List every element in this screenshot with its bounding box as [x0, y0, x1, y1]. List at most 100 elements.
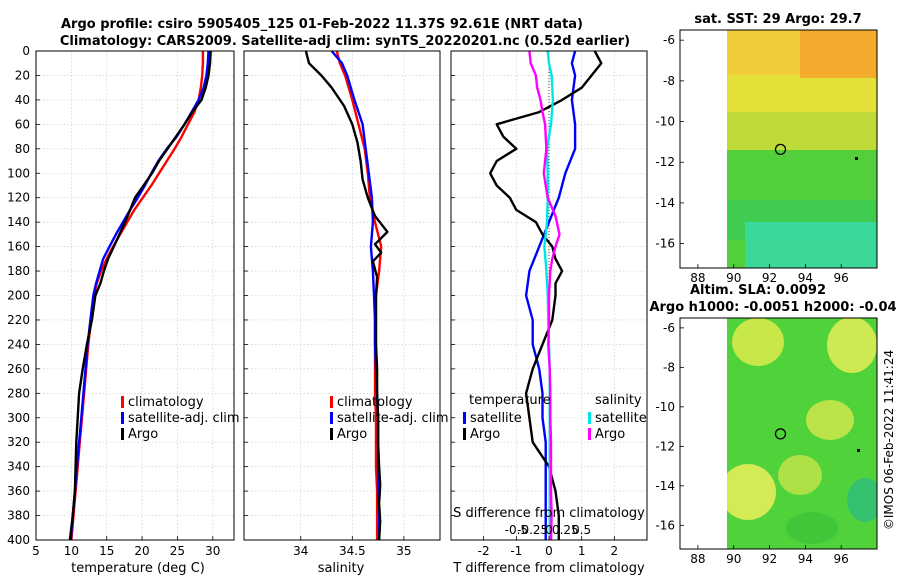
- y-tick-label: 240: [7, 337, 30, 351]
- sla-high-blob: [732, 318, 784, 366]
- salinity-diff-tick-label: 0: [545, 523, 553, 537]
- legend-label-satellite-adj-s: satellite-adj. clim: [337, 411, 449, 426]
- map-y-tick-label: -14: [655, 196, 675, 210]
- salinity-xlabel: salinity: [318, 561, 365, 576]
- x-tick-label: 0: [545, 544, 553, 558]
- salinity-diff-tick-label: 0.5: [572, 523, 591, 537]
- x-tick-label: 25: [170, 544, 185, 558]
- y-tick-label: 160: [7, 240, 30, 254]
- map-x-tick-label: 92: [762, 552, 777, 566]
- sla-argo-position-marker: [774, 428, 787, 440]
- series-line-s-argo: [528, 50, 561, 541]
- sst-argo-position-marker: [774, 143, 787, 156]
- difference-ticks: -2 -1 0 1 2: [451, 50, 619, 558]
- legend-title-salinity: salinity: [595, 393, 642, 408]
- legend-swatch-t-satellite: [463, 412, 466, 424]
- map-y-tick-label: -10: [655, 400, 675, 414]
- map-y-tick-label: -14: [655, 479, 675, 493]
- sla-low-blob: [786, 512, 838, 544]
- legend-label-climatology-s: climatology: [337, 395, 413, 410]
- y-tick-label: 360: [7, 484, 30, 498]
- sla-map-panel: Altim. SLA: 0.0092 Argo h1000: -0.0051 h…: [649, 283, 896, 566]
- x-tick-label: 35: [396, 544, 411, 558]
- series-line-t-satellite: [524, 50, 577, 540]
- sst-marker-dot: [855, 157, 858, 160]
- map-y-tick-label: -16: [655, 237, 675, 251]
- imos-watermark: ©IMOS 06-Feb-2022 11:41:24: [882, 350, 896, 530]
- x-tick-label: 10: [64, 544, 79, 558]
- difference-series-group: [489, 50, 603, 541]
- y-tick-label: 80: [15, 142, 30, 156]
- legend-label-climatology: climatology: [128, 395, 204, 410]
- legend-swatch-t-argo: [463, 428, 466, 440]
- x-tick-label: 1: [578, 544, 586, 558]
- map-x-tick-label: 94: [798, 552, 813, 566]
- difference-panel: -2 -1 0 1 2 T difference from climatology S …: [450, 50, 648, 576]
- x-tick-label: 20: [134, 544, 149, 558]
- salinity-diff-tick-label: -0.25: [517, 523, 548, 537]
- sla-map-title-line1: Altim. SLA: 0.0092: [690, 283, 826, 298]
- x-tick-label: 2: [611, 544, 619, 558]
- series-line-s-satellite: [543, 50, 555, 540]
- y-tick-label: 180: [7, 264, 30, 278]
- map-x-tick-label: 90: [726, 271, 741, 285]
- header-line2: Climatology: CARS2009. Satellite-adj cli…: [60, 34, 630, 49]
- legend-label-satellite-adj: satellite-adj. clim: [128, 411, 240, 426]
- y-tick-label: 200: [7, 289, 30, 303]
- salinity-diff-tick-label: 0.25: [552, 523, 579, 537]
- legend-label-t-argo: Argo: [470, 427, 500, 442]
- temperature-ticks: 0 20 40 60 80 100 120 140 160 180 200 220 240 260 280 3…: [7, 44, 220, 558]
- map-y-tick-label: -12: [655, 155, 675, 169]
- sla-marker-dot: [857, 449, 860, 452]
- y-tick-label: 140: [7, 215, 30, 229]
- header-line1: Argo profile: csiro 5905405_125 01-Feb-2…: [61, 17, 583, 32]
- difference-top-xlabel: S difference from climatology: [453, 506, 645, 521]
- legend-swatch-satellite-adj-s: [330, 412, 333, 424]
- y-tick-label: 220: [7, 313, 30, 327]
- map-x-tick-label: 90: [726, 552, 741, 566]
- legend-swatch-argo: [121, 428, 124, 440]
- y-tick-label: 120: [7, 191, 30, 205]
- y-tick-label: 300: [7, 411, 30, 425]
- legend-swatch-climatology: [121, 396, 124, 408]
- x-tick-label: 30: [205, 544, 220, 558]
- series-line-t-argo: [489, 50, 603, 540]
- series-line-argo: [68, 50, 212, 541]
- y-tick-label: 400: [7, 533, 30, 547]
- y-tick-label: 0: [22, 44, 30, 58]
- map-y-tick-label: -16: [655, 518, 675, 532]
- map-y-tick-label: -6: [663, 33, 675, 47]
- y-tick-label: 380: [7, 509, 30, 523]
- temperature-xlabel: temperature (deg C): [71, 561, 205, 576]
- legend-label-s-argo: Argo: [595, 427, 625, 442]
- map-y-tick-label: -10: [655, 115, 675, 129]
- salinity-diff-tick-label: -0.5: [505, 523, 528, 537]
- sla-high-blob: [806, 400, 854, 440]
- sla-map-frame: [679, 317, 878, 550]
- x-tick-label: 15: [99, 544, 114, 558]
- difference-xlabel: T difference from climatology: [452, 561, 645, 576]
- map-x-tick-label: 88: [690, 271, 705, 285]
- y-tick-label: 260: [7, 362, 30, 376]
- legend-swatch-satellite-adj: [121, 412, 124, 424]
- sst-map-panel: sat. SST: 29 Argo: 29.7 88 90 92 94 96 -6 -8 -1…: [655, 12, 878, 285]
- sst-map-frame: [679, 29, 878, 269]
- temperature-legend: climatology satellite-adj. clim Argo: [121, 395, 240, 442]
- salinity-series-group: [304, 50, 389, 541]
- x-tick-label: 34.5: [339, 544, 366, 558]
- y-tick-label: 100: [7, 166, 30, 180]
- salinity-ticks: 34 34.5 35: [244, 50, 412, 558]
- salinity-grid: [244, 50, 440, 541]
- series-line-argo: [304, 50, 389, 541]
- y-tick-label: 320: [7, 435, 30, 449]
- legend-title-temperature: temperature: [469, 393, 551, 408]
- legend-swatch-s-satellite: [588, 412, 591, 424]
- sst-map-ticks: 88 90 92 94 96 -6 -8 -10 -12 -14 -16: [655, 33, 848, 285]
- sst-transition-band: [727, 112, 877, 157]
- y-tick-label: 40: [15, 93, 30, 107]
- legend-label-s-satellite: satellite: [595, 411, 647, 426]
- map-x-tick-label: 94: [798, 271, 813, 285]
- sla-low-blob: [847, 478, 877, 522]
- map-x-tick-label: 96: [834, 271, 849, 285]
- y-tick-label: 280: [7, 386, 30, 400]
